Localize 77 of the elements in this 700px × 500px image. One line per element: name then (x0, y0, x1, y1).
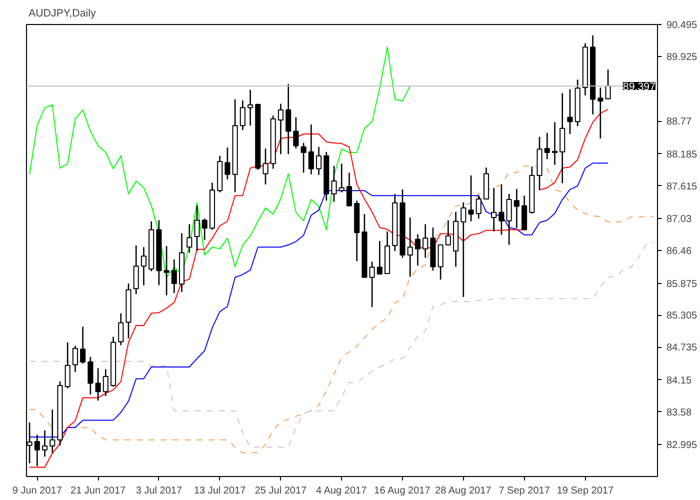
candlestick (560, 92, 566, 184)
candlestick (293, 116, 299, 150)
x-tick-label: 9 Jun 2017 (12, 486, 62, 496)
candlestick (445, 220, 451, 246)
candlestick (369, 261, 375, 308)
x-tick-label: 25 Jul 2017 (254, 486, 308, 496)
candlestick (422, 224, 428, 258)
candlestick (438, 244, 444, 280)
candlestick (308, 124, 314, 175)
y-tick-label: 84.735 (666, 342, 698, 354)
candlestick (50, 408, 56, 454)
y-tick-label: 87.615 (666, 181, 698, 192)
candlestick (102, 368, 108, 397)
candlestick (64, 342, 70, 389)
candlestick (186, 224, 192, 254)
line-series (29, 242, 654, 448)
candlestick (240, 100, 246, 131)
candlestick (414, 234, 421, 266)
ref-line-label: 89.397 (622, 81, 656, 93)
x-tick-label: 19 Sep 2017 (556, 486, 614, 496)
candlestick (491, 187, 497, 232)
candlestick (506, 193, 512, 246)
candlestick (194, 205, 200, 252)
y-tick-label: 83.58 (666, 407, 692, 418)
candlestick (88, 356, 94, 396)
x-tick-label: 21 Jun 2017 (70, 486, 126, 496)
candlestick (605, 68, 611, 100)
candlestick (224, 146, 230, 180)
candlestick (346, 172, 352, 207)
x-tick-label: 13 Jul 2017 (194, 486, 246, 496)
y-tick-label: 84.15 (666, 375, 692, 386)
candlestick (171, 258, 177, 294)
candlestick (468, 174, 474, 222)
x-tick-label: 4 Aug 2017 (316, 486, 368, 496)
candlestick (72, 345, 78, 373)
candlestick (247, 89, 254, 126)
candlestick (376, 240, 382, 276)
candlestick (331, 165, 337, 202)
candlestick (407, 216, 413, 278)
candlestick (316, 146, 322, 176)
candlestick (476, 194, 482, 220)
candlestick (164, 245, 170, 296)
x-tick-label: 3 Jul 2017 (136, 486, 182, 496)
candlestick (140, 246, 146, 286)
y-tick-label: 85.305 (666, 310, 698, 322)
y-tick-label: 88.185 (666, 149, 698, 160)
candlestick (95, 367, 101, 402)
y-tick-label: 85.875 (666, 278, 698, 290)
candlestick (34, 434, 40, 467)
candlestick (598, 86, 604, 140)
chart-title: AUDJPY,Daily (28, 8, 96, 20)
candlestick (498, 184, 504, 236)
candlestick (460, 202, 466, 298)
y-tick-label: 90.495 (666, 20, 698, 31)
candlestick (286, 84, 292, 155)
y-tick-label: 86.46 (666, 246, 692, 257)
candlestick (300, 142, 306, 174)
candlestick (544, 132, 550, 160)
x-tick-label: 7 Sep 2017 (498, 486, 550, 496)
candlestick (262, 148, 268, 186)
candlestick (338, 163, 344, 193)
candlestick (552, 122, 558, 166)
candlestick (42, 430, 48, 458)
candlestick (80, 326, 86, 364)
candlestick (278, 103, 284, 155)
y-tick-label: 87.03 (666, 214, 692, 226)
x-tick-label: 16 Aug 2017 (374, 486, 431, 496)
x-tick-label: 28 Aug 2017 (435, 486, 492, 496)
y-tick-label: 89.925 (666, 52, 698, 63)
line-series (29, 46, 411, 278)
y-tick-label: 88.77 (666, 116, 692, 128)
candlestick (514, 188, 520, 229)
candlestick (567, 88, 573, 135)
y-tick-label: 82.995 (666, 440, 698, 452)
candlestick (118, 312, 124, 346)
candlestick (202, 218, 208, 241)
candlestick (133, 244, 139, 295)
